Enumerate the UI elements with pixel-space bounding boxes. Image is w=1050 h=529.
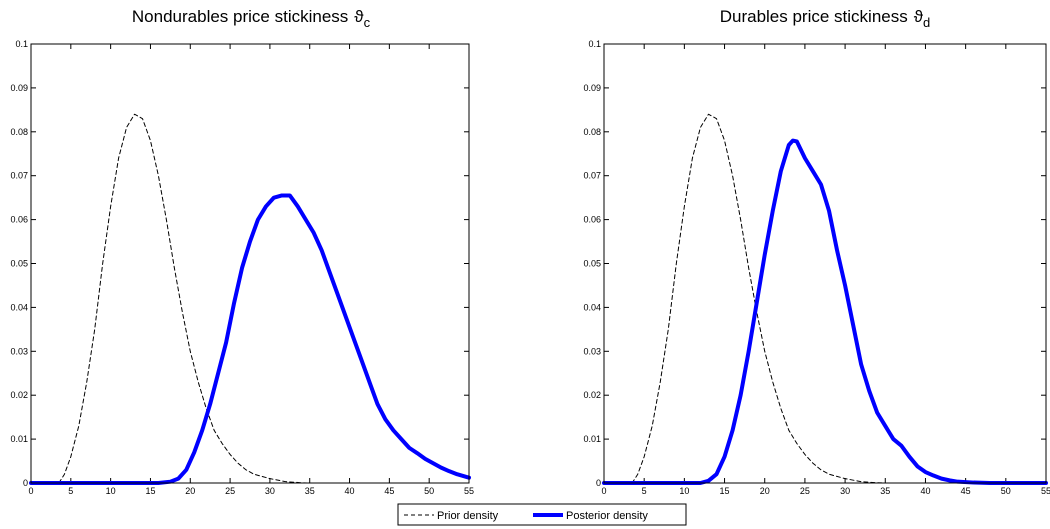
y-tick-label: 0.06 bbox=[10, 215, 28, 225]
y-tick-label: 0.09 bbox=[583, 83, 601, 93]
right-chart: Durables price stickiness ϑd 0 0.01 0.02 0.0… bbox=[583, 7, 1050, 496]
x-tick-label: 45 bbox=[384, 486, 394, 496]
x-tick-label: 20 bbox=[760, 486, 770, 496]
y-tick-label: 0.05 bbox=[583, 259, 601, 269]
x-tick-label: 40 bbox=[345, 486, 355, 496]
x-tick-label: 55 bbox=[464, 486, 474, 496]
y-tick-label: 0 bbox=[596, 478, 601, 488]
x-tick-label: 55 bbox=[1041, 486, 1050, 496]
y-tick-label: 0.05 bbox=[10, 259, 28, 269]
x-tick-label: 20 bbox=[185, 486, 195, 496]
y-tick-label: 0.1 bbox=[15, 39, 28, 49]
left-chart-xticks: 0 5 10 15 20 25 30 35 40 45 50 55 bbox=[28, 44, 474, 496]
right-chart-xticks: 0 5 10 15 20 25 30 35 40 45 50 55 bbox=[601, 44, 1050, 496]
x-tick-label: 10 bbox=[106, 486, 116, 496]
x-tick-label: 10 bbox=[679, 486, 689, 496]
y-tick-label: 0.03 bbox=[10, 346, 28, 356]
left-chart-yticks: 0 0.01 0.02 0.03 0.04 0.05 0.06 0.07 0.08 0.09 0.1 bbox=[10, 39, 469, 488]
posterior-density-line bbox=[29, 193, 471, 485]
x-tick-label: 30 bbox=[265, 486, 275, 496]
x-tick-label: 25 bbox=[800, 486, 810, 496]
y-tick-label: 0.09 bbox=[10, 83, 28, 93]
y-tick-label: 0.01 bbox=[583, 434, 601, 444]
y-tick-label: 0.03 bbox=[583, 346, 601, 356]
y-tick-label: 0.06 bbox=[583, 215, 601, 225]
right-chart-title: Durables price stickiness ϑd bbox=[720, 7, 931, 30]
y-tick-label: 0.07 bbox=[583, 171, 601, 181]
x-tick-label: 5 bbox=[68, 486, 73, 496]
x-tick-label: 45 bbox=[961, 486, 971, 496]
x-tick-label: 35 bbox=[880, 486, 890, 496]
y-tick-label: 0.08 bbox=[10, 127, 28, 137]
x-tick-label: 15 bbox=[720, 486, 730, 496]
y-tick-label: 0.04 bbox=[583, 302, 601, 312]
x-tick-label: 5 bbox=[642, 486, 647, 496]
y-tick-label: 0.07 bbox=[10, 171, 28, 181]
y-tick-label: 0.02 bbox=[583, 390, 601, 400]
prior-density-line bbox=[603, 113, 886, 484]
y-tick-label: 0.1 bbox=[588, 39, 601, 49]
prior-density-line bbox=[30, 113, 311, 484]
x-tick-label: 40 bbox=[920, 486, 930, 496]
y-tick-label: 0.04 bbox=[10, 302, 28, 312]
y-tick-label: 0.08 bbox=[583, 127, 601, 137]
x-tick-label: 50 bbox=[424, 486, 434, 496]
left-chart-series bbox=[29, 113, 471, 485]
left-chart-axes bbox=[30, 43, 470, 484]
legend: Prior density Posterior density bbox=[397, 503, 687, 526]
legend-prior-label: Prior density bbox=[437, 510, 499, 522]
y-tick-label: 0.01 bbox=[10, 434, 28, 444]
x-tick-label: 0 bbox=[601, 486, 606, 496]
left-chart: Nondurables price stickiness ϑc 0 0.01 0.02… bbox=[10, 7, 474, 496]
x-tick-label: 30 bbox=[840, 486, 850, 496]
legend-posterior-label: Posterior density bbox=[566, 510, 648, 522]
x-tick-label: 0 bbox=[28, 486, 33, 496]
x-tick-label: 50 bbox=[1001, 486, 1011, 496]
left-chart-title: Nondurables price stickiness ϑc bbox=[132, 7, 371, 30]
posterior-density-line bbox=[602, 138, 1048, 485]
y-tick-label: 0 bbox=[23, 478, 28, 488]
right-chart-series bbox=[602, 113, 1048, 485]
x-tick-label: 35 bbox=[305, 486, 315, 496]
x-tick-label: 25 bbox=[225, 486, 235, 496]
right-chart-axes bbox=[603, 43, 1047, 484]
y-tick-label: 0.02 bbox=[10, 390, 28, 400]
x-tick-label: 15 bbox=[145, 486, 155, 496]
